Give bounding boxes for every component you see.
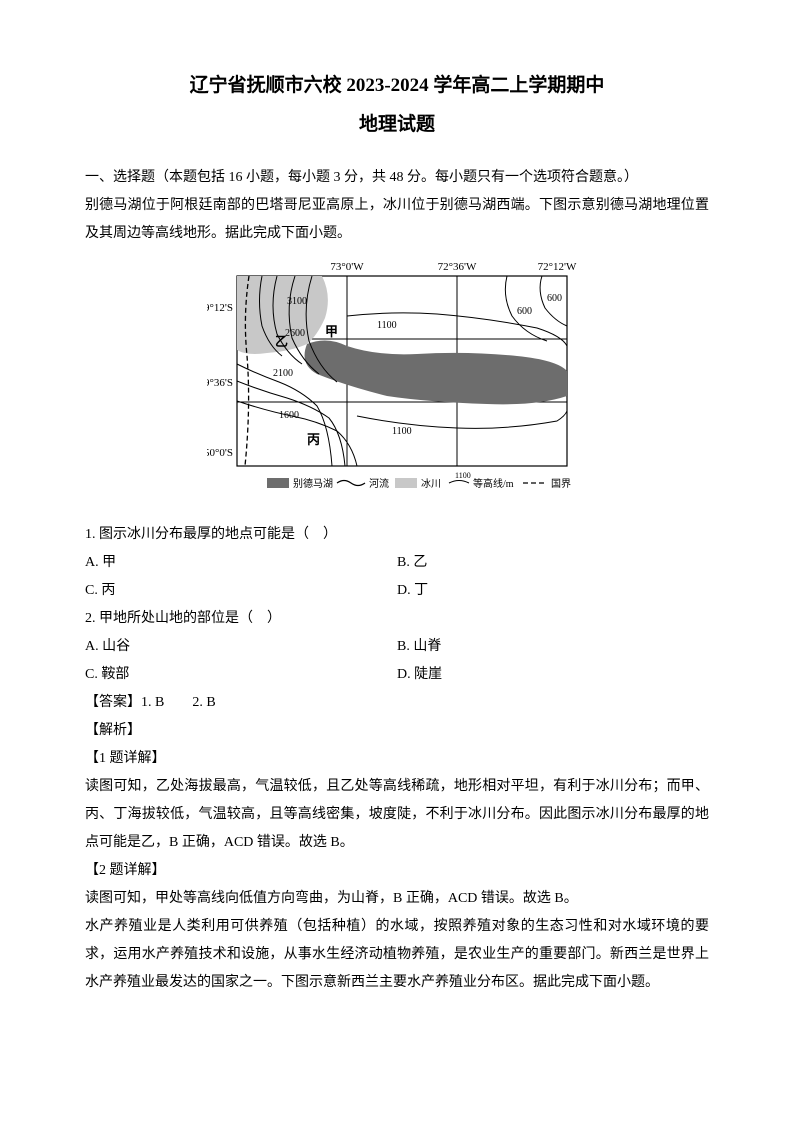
explain2-label: 【2 题详解】 [85, 857, 709, 885]
q2-options-row2: C. 鞍部 D. 陡崖 [85, 661, 709, 689]
q1-opt-d: D. 丁 [397, 577, 709, 605]
lat-label-1: 49°12'S [207, 302, 233, 314]
q1-opt-c: C. 丙 [85, 577, 397, 605]
legend-contour-val: 1100 [455, 471, 471, 480]
map-figure: 73°0'W 72°36'W 72°12'W 49°12'S 49°36'S 5… [85, 256, 709, 511]
q2-opt-b: B. 山脊 [397, 633, 709, 661]
intro-paragraph: 别德马湖位于阿根廷南部的巴塔哥尼亚高原上，冰川位于别德马湖西端。下图示意别德马湖… [85, 192, 709, 248]
explain1-text: 读图可知，乙处海拔最高，气温较低，且乙处等高线稀疏，地形相对平坦，有利于冰川分布… [85, 773, 709, 857]
point-jia: 甲 [325, 324, 338, 339]
contour-label: 1600 [279, 410, 299, 421]
explain1-label: 【1 题详解】 [85, 745, 709, 773]
q2-options-row1: A. 山谷 B. 山脊 [85, 633, 709, 661]
q1-opt-b: B. 乙 [397, 549, 709, 577]
explain2-text: 读图可知，甲处等高线向低值方向弯曲，为山脊，B 正确，ACD 错误。故选 B。 [85, 885, 709, 913]
answer-row: 【答案】1. B 2. B [85, 689, 709, 717]
legend-lake-label: 别德马湖 [293, 477, 333, 490]
lon-label-3: 72°12'W [538, 261, 577, 273]
document-title: 辽宁省抚顺市六校 2023-2024 学年高二上学期期中 [85, 70, 709, 97]
q2-opt-d: D. 陡崖 [397, 661, 709, 689]
q1-options-row2: C. 丙 D. 丁 [85, 577, 709, 605]
contour-label: 600 [517, 306, 532, 317]
answer-1: 1. B [141, 695, 164, 710]
contour-label: 1100 [392, 426, 412, 437]
next-intro: 水产养殖业是人类利用可供养殖（包括种植）的水域，按照养殖对象的生态习性和对水域环… [85, 913, 709, 997]
lon-label-1: 73°0'W [330, 261, 364, 273]
q2-stem: 2. 甲地所处山地的部位是（ ） [85, 605, 709, 633]
q2-opt-c: C. 鞍部 [85, 661, 397, 689]
answer-label: 【答案】 [85, 695, 141, 710]
point-bing: 丙 [307, 432, 320, 447]
q1-stem: 1. 图示冰川分布最厚的地点可能是（ ） [85, 521, 709, 549]
legend-river-label: 河流 [369, 477, 389, 490]
contour-label: 2100 [273, 368, 293, 379]
lon-label-2: 72°36'W [438, 261, 477, 273]
lat-label-3: 50°0'S [207, 447, 233, 459]
legend-glacier-icon [395, 478, 417, 488]
lat-label-2: 49°36'S [207, 377, 233, 389]
contour-label: 600 [547, 293, 562, 304]
answer-2: 2. B [192, 695, 215, 710]
legend-border-label: 国界 [551, 478, 571, 490]
contour-label: 1100 [377, 320, 397, 331]
legend-contour-label: 等高线/m [473, 477, 514, 490]
point-yi: 乙 [275, 334, 288, 349]
legend-lake-icon [267, 478, 289, 488]
document-subtitle: 地理试题 [85, 109, 709, 136]
topographic-map: 73°0'W 72°36'W 72°12'W 49°12'S 49°36'S 5… [207, 256, 587, 506]
explain-label: 【解析】 [85, 717, 709, 745]
section-header: 一、选择题（本题包括 16 小题，每小题 3 分，共 48 分。每小题只有一个选… [85, 164, 709, 192]
q2-opt-a: A. 山谷 [85, 633, 397, 661]
q1-opt-a: A. 甲 [85, 549, 397, 577]
q1-options-row1: A. 甲 B. 乙 [85, 549, 709, 577]
legend-glacier-label: 冰川 [421, 477, 441, 490]
contour-label: 3100 [287, 296, 307, 307]
